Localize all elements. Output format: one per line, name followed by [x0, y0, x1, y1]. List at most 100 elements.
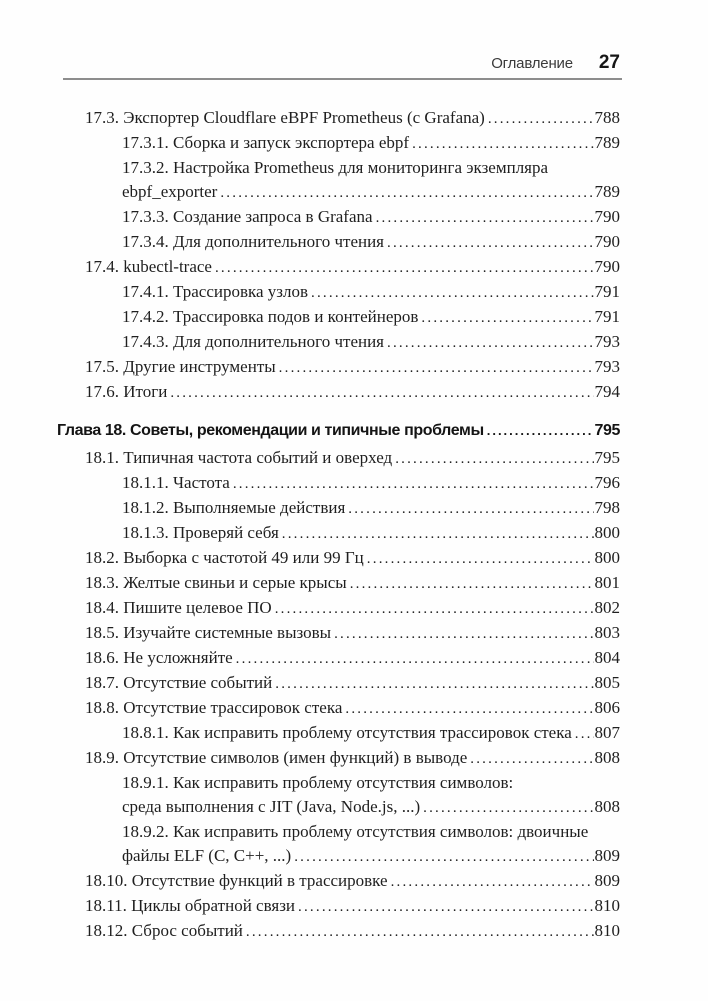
- toc-entry: 18.9.2. Как исправить проблему отсутстви…: [57, 820, 620, 869]
- table-of-contents: 17.3. Экспортер Cloudflare eBPF Promethe…: [57, 106, 620, 944]
- toc-entry-page: 788: [594, 108, 621, 127]
- toc-entry-line: 17.3. Экспортер Cloudflare eBPF Promethe…: [85, 106, 620, 131]
- toc-entry-title: Глава 18. Советы, рекомендации и типичны…: [57, 422, 484, 439]
- toc-entry: 18.12. Сброс событий 810: [57, 919, 620, 944]
- toc-entry-page: 789: [594, 133, 621, 152]
- toc-entry-line: 18.1.2. Выполняемые действия 798: [122, 496, 620, 521]
- toc-entry-line: 18.6. Не усложняйте 804: [85, 646, 620, 671]
- toc-entry: 17.3. Экспортер Cloudflare eBPF Promethe…: [57, 106, 620, 131]
- toc-entry: 18.10. Отсутствие функций в трассировке 8…: [57, 869, 620, 894]
- toc-entry-title: 17.3.1. Сборка и запуск экспортера ebpf: [122, 133, 410, 152]
- dot-leader: [387, 330, 594, 355]
- toc-entry: 17.3.2. Настройка Prometheus для монитор…: [57, 156, 620, 205]
- dot-leader: [294, 844, 593, 869]
- running-head: Оглавление 27: [491, 52, 620, 74]
- toc-entry-line: 17.5. Другие инструменты 793: [85, 355, 620, 380]
- toc-entry: 17.3.3. Создание запроса в Grafana 790: [57, 205, 620, 230]
- header-section-title: Оглавление: [491, 55, 573, 72]
- toc-entry-page: 802: [594, 598, 621, 617]
- dot-leader: [279, 355, 594, 380]
- toc-entry-page: 808: [594, 797, 621, 816]
- header-rule: [63, 78, 622, 80]
- toc-entry-page: 790: [594, 207, 621, 226]
- toc-entry: 18.5. Изучайте системные вызовы 803: [57, 621, 620, 646]
- toc-entry-title: 17.3.4. Для дополнительного чтения: [122, 232, 384, 251]
- toc-entry-title: среда выполнения с JIT (Java, Node.js, .…: [122, 797, 421, 816]
- toc-entry-title: 17.3.3. Создание запроса в Grafana: [122, 207, 373, 226]
- toc-entry-title: 18.5. Изучайте системные вызовы: [85, 623, 332, 642]
- toc-entry-line: 17.3.2. Настройка Prometheus для монитор…: [122, 156, 620, 180]
- dot-leader: [395, 446, 593, 471]
- dot-leader: [334, 621, 593, 646]
- toc-entry-title: 18.9. Отсутствие символов (имен функций)…: [85, 748, 468, 767]
- toc-entry: 18.3. Желтые свиньи и серые крысы 801: [57, 571, 620, 596]
- toc-entry-page: 790: [594, 257, 621, 276]
- toc-entry-title: 17.4.3. Для дополнительного чтения: [122, 332, 384, 351]
- toc-entry: 18.1.3. Проверяй себя 800: [57, 521, 620, 546]
- toc-entry-line: 18.3. Желтые свиньи и серые крысы 801: [85, 571, 620, 596]
- dot-leader: [170, 380, 593, 405]
- toc-chapter-entry: Глава 18. Советы, рекомендации и типичны…: [57, 419, 620, 443]
- toc-entry-title: 17.3.2. Настройка Prometheus для монитор…: [122, 158, 549, 177]
- toc-entry: 18.2. Выборка с частотой 49 или 99 Гц 800: [57, 546, 620, 571]
- toc-entry: 17.6. Итоги 794: [57, 380, 620, 405]
- toc-entry-page: 804: [594, 648, 621, 667]
- toc-entry-page: 798: [594, 498, 621, 517]
- toc-entry-page: 809: [594, 846, 621, 865]
- toc-entry: 18.9.1. Как исправить проблему отсутстви…: [57, 771, 620, 820]
- toc-entry: 17.4.3. Для дополнительного чтения 793: [57, 330, 620, 355]
- dot-leader: [275, 671, 593, 696]
- dot-leader: [367, 546, 594, 571]
- dot-leader: [311, 280, 593, 305]
- toc-entry: 18.8. Отсутствие трассировок стека 806: [57, 696, 620, 721]
- toc-entry: 17.4.2. Трассировка подов и контейнеров 7…: [57, 305, 620, 330]
- header-page-number: 27: [598, 52, 620, 73]
- toc-entry-line: 18.9.2. Как исправить проблему отсутстви…: [122, 820, 620, 844]
- toc-entry-line: 18.4. Пишите целевое ПО 802: [85, 596, 620, 621]
- toc-entry: 18.4. Пишите целевое ПО 802: [57, 596, 620, 621]
- toc-entry-title: 17.6. Итоги: [85, 382, 168, 401]
- dot-leader: [487, 419, 594, 443]
- toc-entry-title: 18.12. Сброс событий: [85, 921, 243, 940]
- toc-entry-line: 18.1. Типичная частота событий и оверхед…: [85, 446, 620, 471]
- dot-leader: [348, 496, 593, 521]
- toc-entry-title: 17.4.1. Трассировка узлов: [122, 282, 309, 301]
- toc-entry: 18.9. Отсутствие символов (имен функций)…: [57, 746, 620, 771]
- toc-entry: 18.8.1. Как исправить проблему отсутстви…: [57, 721, 620, 746]
- toc-entry-page: 795: [594, 448, 621, 467]
- toc-entry-title: 18.1.2. Выполняемые действия: [122, 498, 346, 517]
- toc-entry-line: 18.1.1. Частота 796: [122, 471, 620, 496]
- toc-entry-line: 18.11. Циклы обратной связи 810: [85, 894, 620, 919]
- toc-entry: 17.5. Другие инструменты 793: [57, 355, 620, 380]
- toc-entry: 17.3.1. Сборка и запуск экспортера ebpf 7…: [57, 131, 620, 156]
- dot-leader: [391, 869, 594, 894]
- toc-entry-line: 18.8. Отсутствие трассировок стека 806: [85, 696, 620, 721]
- toc-entry-title: 18.2. Выборка с частотой 49 или 99 Гц: [85, 548, 364, 567]
- toc-entry-title: 18.1. Типичная частота событий и оверхед: [85, 448, 393, 467]
- toc-entry-title: 17.4.2. Трассировка подов и контейнеров: [122, 307, 419, 326]
- dot-leader: [387, 230, 594, 255]
- dot-leader: [470, 746, 593, 771]
- dot-leader: [246, 919, 594, 944]
- toc-entry-line: 18.2. Выборка с частотой 49 или 99 Гц 800: [85, 546, 620, 571]
- dot-leader: [345, 696, 593, 721]
- toc-entry-page: 793: [594, 357, 621, 376]
- toc-entry: 17.4.1. Трассировка узлов 791: [57, 280, 620, 305]
- toc-entry-title: 18.11. Циклы обратной связи: [85, 896, 296, 915]
- dot-leader: [298, 894, 593, 919]
- toc-entry-title: ebpf_exporter: [122, 182, 218, 201]
- toc-entry-page: 789: [594, 182, 621, 201]
- toc-entry-title: 18.9.1. Как исправить проблему отсутстви…: [122, 773, 514, 792]
- toc-entry-page: 793: [594, 332, 621, 351]
- toc-entry-line: 17.6. Итоги 794: [85, 380, 620, 405]
- dot-leader: [236, 646, 594, 671]
- toc-entry-page: 803: [594, 623, 621, 642]
- toc-entry-line: 18.12. Сброс событий 810: [85, 919, 620, 944]
- toc-entry-page: 800: [594, 523, 621, 542]
- toc-entry-line: 18.10. Отсутствие функций в трассировке 8…: [85, 869, 620, 894]
- toc-entry-title: 18.8. Отсутствие трассировок стека: [85, 698, 343, 717]
- toc-entry-line: 18.5. Изучайте системные вызовы 803: [85, 621, 620, 646]
- toc-entry-line: 17.4.1. Трассировка узлов 791: [122, 280, 620, 305]
- dot-leader: [282, 521, 594, 546]
